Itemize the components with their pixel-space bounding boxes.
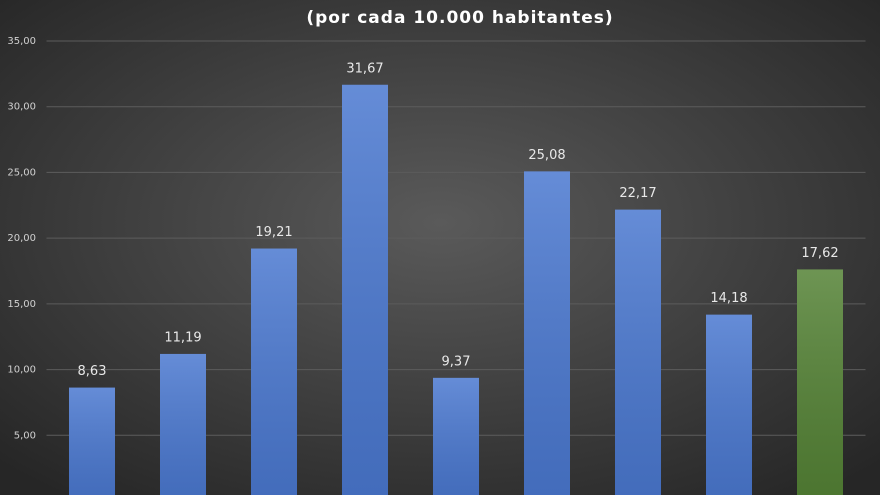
- data-label: 11,19: [164, 330, 201, 345]
- bar: [69, 387, 115, 495]
- y-tick-label: 15,00: [7, 299, 36, 310]
- data-label: 8,63: [78, 364, 107, 379]
- bar: [524, 171, 570, 495]
- bar: [160, 353, 206, 495]
- bar: [251, 248, 297, 495]
- y-tick-label: 35,00: [7, 36, 36, 47]
- bar: [615, 209, 661, 495]
- y-tick-label: 30,00: [7, 102, 36, 113]
- data-label: 31,67: [346, 61, 383, 76]
- y-tick-label: 5,00: [14, 430, 36, 441]
- chart-subtitle: (por cada 10.000 habitantes): [306, 8, 613, 28]
- y-tick-label: 25,00: [7, 167, 36, 178]
- data-label: 17,62: [801, 246, 838, 261]
- data-label: 19,21: [255, 225, 292, 240]
- bar: [797, 269, 843, 495]
- bar: [342, 84, 388, 495]
- data-label: 25,08: [528, 148, 565, 163]
- data-label: 14,18: [710, 291, 747, 306]
- y-tick-label: 20,00: [7, 233, 36, 244]
- data-label: 22,17: [619, 186, 656, 201]
- data-label: 9,37: [442, 354, 471, 369]
- bar: [433, 377, 479, 495]
- y-tick-label: 10,00: [7, 365, 36, 376]
- bar: [706, 314, 752, 495]
